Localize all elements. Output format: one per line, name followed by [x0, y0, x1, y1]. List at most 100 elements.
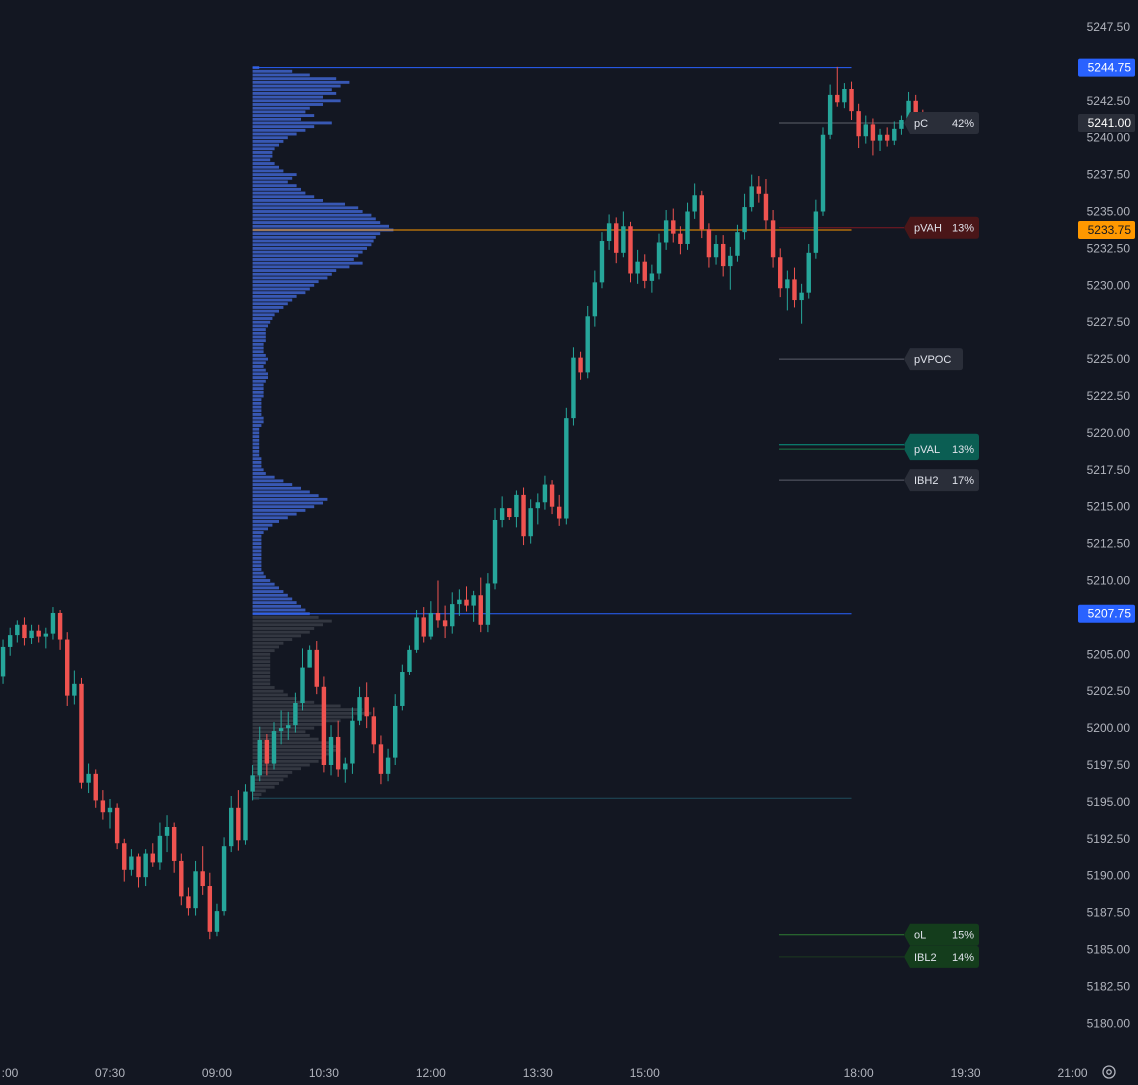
y-tick-label: 5187.50	[1087, 906, 1131, 920]
candle	[414, 610, 419, 653]
profile-bar	[252, 464, 262, 468]
candle-body	[243, 791, 248, 841]
level-label-box	[904, 923, 979, 946]
profile-bar	[252, 335, 266, 339]
y-tick-label: 5195.00	[1087, 795, 1131, 809]
price-tag-label: 5207.75	[1088, 607, 1132, 621]
candle-body	[72, 683, 77, 696]
candle	[556, 494, 562, 526]
profile-bar	[252, 545, 262, 549]
profile-bar	[252, 682, 271, 686]
profile-bar	[252, 590, 284, 594]
time-axis[interactable]: :00 07:30 09:00 10:30 12:00 13:30 15:00 18:00 19…	[2, 1066, 1088, 1080]
profile-bar	[252, 715, 354, 719]
profile-bar	[252, 246, 367, 250]
profile-bar	[252, 324, 268, 328]
candle	[770, 210, 776, 268]
candle-body	[749, 186, 754, 208]
candle	[514, 490, 519, 528]
candle	[22, 617, 27, 646]
candle-body	[877, 134, 883, 141]
profile-bar	[252, 202, 345, 206]
candle-body	[93, 773, 98, 801]
candle	[642, 254, 647, 289]
level-label-box	[904, 469, 979, 492]
profile-bar	[252, 317, 273, 320]
profile-bar	[252, 453, 260, 457]
y-tick-label: 5202.50	[1087, 684, 1131, 698]
candle-body	[542, 484, 548, 503]
candle	[350, 707, 355, 774]
profile-bar	[252, 556, 262, 560]
y-tick-label: 5185.00	[1087, 943, 1131, 957]
settings-gear-icon[interactable]	[1102, 1065, 1116, 1079]
candle-body	[179, 860, 184, 897]
y-tick-label: 5197.50	[1087, 758, 1131, 772]
y-tick-label: 5217.50	[1087, 463, 1131, 477]
candle	[827, 84, 833, 140]
candle-body	[485, 583, 491, 625]
y-tick-label: 5205.00	[1087, 647, 1131, 661]
profile-bar	[252, 549, 262, 553]
candle	[478, 577, 483, 633]
candle-body	[428, 612, 434, 637]
candle	[635, 249, 640, 284]
profile-bar	[252, 158, 271, 162]
candle-body	[913, 100, 918, 115]
profile-bar	[252, 213, 372, 217]
candle	[892, 121, 897, 146]
profile-bar	[252, 553, 262, 557]
profile-bar	[252, 413, 262, 416]
candle	[107, 798, 113, 829]
profile-bar	[252, 342, 264, 346]
profile-bar	[252, 298, 293, 302]
level-label-name: IBL2	[914, 952, 937, 964]
profile-bar	[252, 431, 260, 435]
level-label-name: pVPOC	[914, 354, 951, 366]
profile-bar	[252, 387, 264, 391]
candle	[849, 81, 854, 120]
profile-bar	[252, 294, 297, 298]
profile-bar	[252, 774, 288, 778]
candle	[628, 221, 633, 283]
profile-bar	[252, 538, 262, 542]
candle	[193, 860, 198, 916]
candle-body	[257, 739, 262, 776]
candle	[728, 246, 733, 290]
profile-bar	[252, 486, 301, 490]
candle	[186, 887, 191, 916]
profile-bar	[252, 460, 262, 464]
candle-body	[15, 624, 20, 636]
candle	[136, 853, 141, 888]
profile-bar	[252, 748, 341, 752]
candle	[378, 735, 384, 785]
profile-bar	[252, 490, 310, 494]
candle-body	[827, 94, 833, 135]
profile-bar	[252, 778, 284, 782]
candle-body	[842, 88, 847, 103]
candle-body	[457, 599, 462, 605]
candle-body	[471, 595, 476, 606]
candle	[678, 226, 683, 255]
candle-body	[549, 484, 555, 507]
y-tick-label: 5212.50	[1087, 537, 1131, 551]
candle	[392, 694, 398, 765]
candle-body	[599, 241, 605, 283]
profile-bar	[252, 206, 359, 210]
profile-bar	[252, 630, 310, 634]
candle	[15, 620, 20, 643]
profile-bar	[252, 110, 306, 114]
profile-bar	[252, 272, 332, 276]
y-tick-label: 5210.00	[1087, 574, 1131, 588]
candle-body	[835, 94, 840, 103]
candle	[57, 610, 63, 650]
profile-bar	[252, 239, 374, 243]
candle	[300, 648, 305, 711]
level-label-name: oL	[914, 930, 926, 942]
candle-body	[685, 211, 690, 244]
profile-bar	[252, 756, 323, 760]
profile-bar	[252, 405, 262, 409]
profile-bar	[252, 390, 264, 394]
candle-body	[378, 744, 384, 774]
